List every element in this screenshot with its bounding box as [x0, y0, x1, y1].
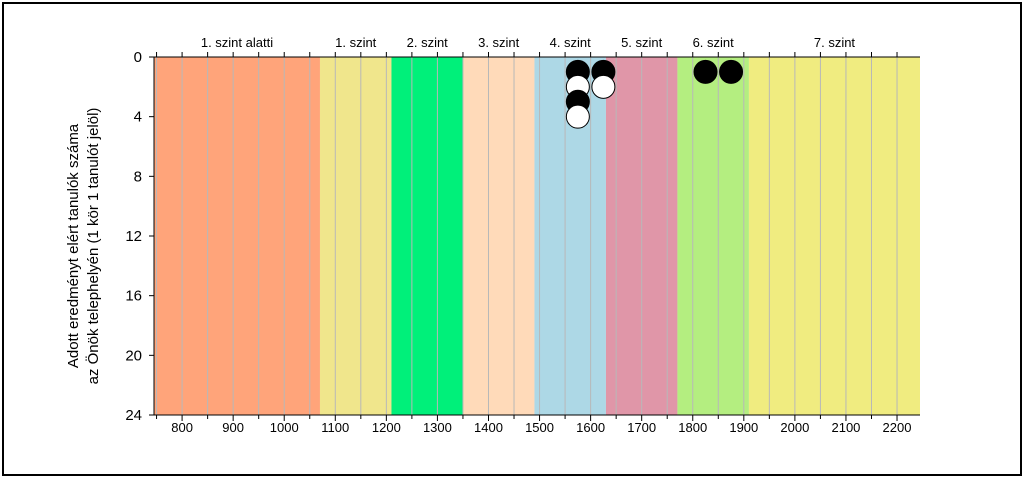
x-tick-label: 2100 — [831, 420, 860, 435]
level-band-2 — [391, 57, 463, 415]
y-tick-label: 8 — [134, 168, 142, 185]
level-band-1 — [319, 57, 392, 415]
grid-lines — [156, 57, 898, 415]
y-tick-label: 4 — [134, 109, 142, 126]
y-axis-label-line-0: Adott eredményt elért tanulók száma — [65, 123, 82, 368]
y-tick-label: 0 — [134, 49, 142, 66]
y-tick-label: 16 — [125, 288, 142, 305]
x-tick-label: 1600 — [576, 420, 605, 435]
data-point-3 — [565, 104, 590, 129]
level-label-3: 3. szint — [478, 35, 520, 50]
y-tick-label: 24 — [125, 407, 142, 424]
y-tick-label: 20 — [125, 347, 142, 364]
x-tick-label: 2000 — [780, 420, 809, 435]
data-points — [565, 59, 744, 129]
y-tick-labels: 0 4 8 12 16 20 24 — [125, 49, 142, 424]
x-tick-label: 1000 — [270, 420, 299, 435]
level-label-2: 2. szint — [407, 35, 449, 50]
level-label-0: 1. szint alatti — [201, 35, 273, 50]
level-label-4: 4. szint — [550, 35, 592, 50]
x-tick-label: 1400 — [474, 420, 503, 435]
level-band-0 — [154, 57, 320, 415]
x-tick-label: 1100 — [321, 420, 349, 435]
level-label-1: 1. szint — [335, 35, 377, 50]
axes — [149, 52, 920, 421]
x-tick-label: 1700 — [627, 420, 656, 435]
x-tick-label: 1200 — [372, 420, 401, 435]
x-tick-label: 800 — [171, 420, 193, 435]
x-tick-label: 1800 — [678, 420, 707, 435]
level-label-7: 7. szint — [814, 35, 856, 50]
data-point-7 — [719, 59, 744, 84]
level-band-6 — [677, 57, 749, 415]
x-tick-label: 2200 — [883, 420, 912, 435]
y-tick-label: 12 — [125, 228, 142, 245]
x-tick-labels: 800 900 1000 1100 1200 1300 1400 1500 1600 1700 18… — [171, 420, 911, 435]
data-point-6 — [693, 59, 718, 84]
level-band-3 — [462, 57, 535, 415]
level-band-7 — [748, 57, 920, 415]
x-tick-label: 1900 — [729, 420, 758, 435]
level-label-6: 6. szint — [693, 35, 735, 50]
y-axis-label: Adott eredményt elért tanulók száma az Ön… — [65, 108, 102, 385]
level-labels: 1. szint alatti 1. szint 2. szint 3. szint 4… — [201, 35, 856, 50]
level-label-5: 5. szint — [621, 35, 663, 50]
x-tick-label: 1500 — [525, 420, 554, 435]
x-tick-label: 900 — [222, 420, 244, 435]
x-tick-label: 1300 — [423, 420, 452, 435]
y-axis-label-line-1: az Önök telephelyén (1 kör 1 tanulót jel… — [84, 108, 102, 385]
data-point-5 — [591, 74, 616, 99]
level-bands — [154, 57, 920, 415]
